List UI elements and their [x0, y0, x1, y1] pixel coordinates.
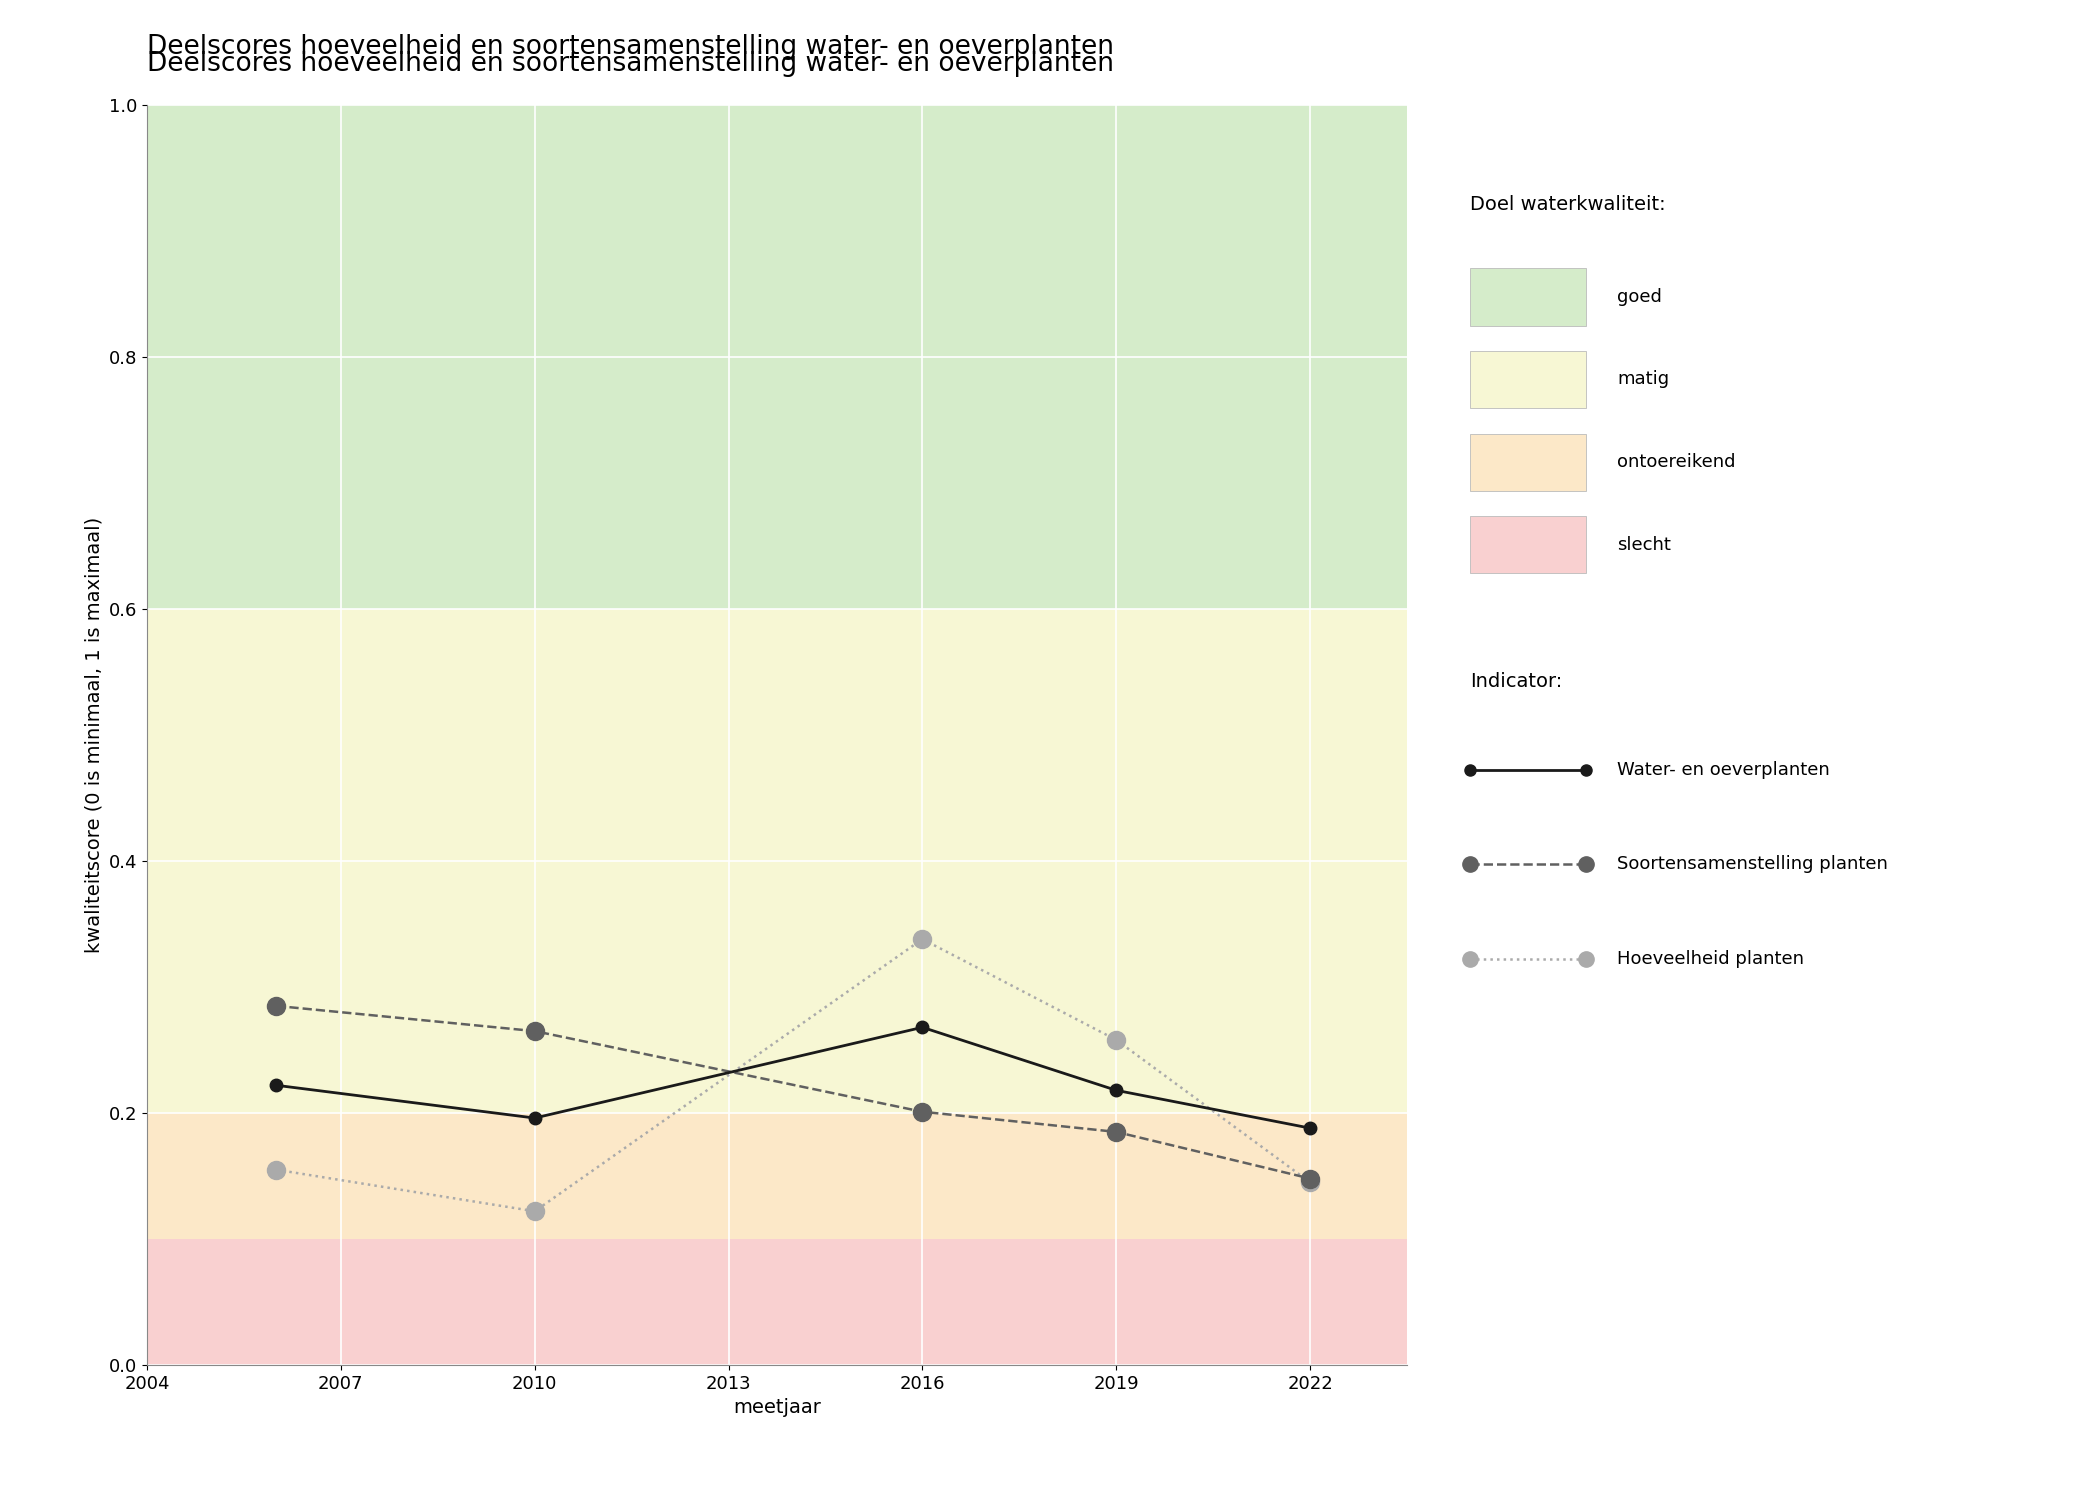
Bar [147, 1239, 1407, 1365]
Text: Indicator:: Indicator: [1470, 672, 1562, 692]
Text: Deelscores hoeveelheid en soortensamenstelling water- en oeverplanten: Deelscores hoeveelheid en soortensamenst… [147, 34, 1113, 60]
Bar [147, 105, 1407, 609]
Text: Soortensamenstelling planten: Soortensamenstelling planten [1617, 855, 1888, 873]
Text: matig: matig [1617, 370, 1670, 388]
Y-axis label: kwaliteitscore (0 is minimaal, 1 is maximaal): kwaliteitscore (0 is minimaal, 1 is maxi… [84, 518, 103, 952]
Text: ontoereikend: ontoereikend [1617, 453, 1735, 471]
X-axis label: meetjaar: meetjaar [733, 1398, 821, 1417]
Bar [147, 609, 1407, 1113]
Text: goed: goed [1617, 288, 1661, 306]
Text: Water- en oeverplanten: Water- en oeverplanten [1617, 760, 1829, 778]
Text: slecht: slecht [1617, 536, 1672, 554]
Bar [147, 1113, 1407, 1239]
Text: Deelscores hoeveelheid en soortensamenstelling water- en oeverplanten: Deelscores hoeveelheid en soortensamenst… [147, 51, 1113, 78]
Text: Doel waterkwaliteit:: Doel waterkwaliteit: [1470, 195, 1665, 214]
Text: Hoeveelheid planten: Hoeveelheid planten [1617, 950, 1804, 968]
